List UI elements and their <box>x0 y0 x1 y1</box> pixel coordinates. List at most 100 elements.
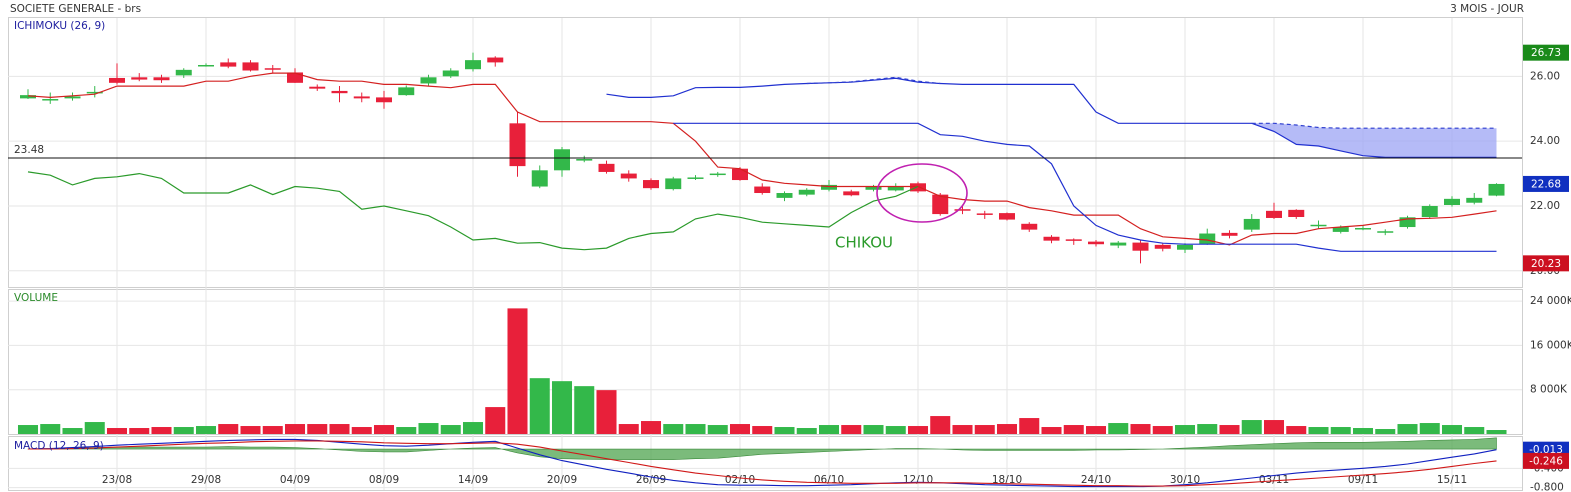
volume-bar <box>863 425 884 434</box>
candle-body <box>776 193 793 198</box>
volume-bar <box>952 425 973 434</box>
x-tick-label: 12/10 <box>903 474 933 486</box>
volume-bar <box>996 424 1018 434</box>
x-tick-label: 20/09 <box>547 474 577 486</box>
volume-panel <box>8 289 1523 435</box>
candle-body <box>531 170 548 187</box>
candle-body <box>398 87 415 96</box>
volume-bar <box>507 308 528 434</box>
annotation: CHIKOU <box>835 234 893 252</box>
candle-body <box>1065 239 1082 241</box>
volume-bar <box>307 424 328 434</box>
price-badge <box>1523 255 1569 272</box>
volume-bar <box>373 425 395 434</box>
volume-bar <box>974 425 995 434</box>
candle-body <box>1332 227 1349 232</box>
candle-body <box>1266 210 1282 218</box>
panel-title: MACD (12, 26, 9) <box>14 440 104 452</box>
volume-bar <box>1441 425 1463 434</box>
candle-body <box>754 186 771 194</box>
volume-bar <box>17 425 39 434</box>
volume-bar <box>418 423 439 434</box>
x-tick-label: 14/09 <box>458 474 488 486</box>
y-tick-label: 24 000K <box>1530 295 1571 307</box>
volume-bar <box>1352 428 1374 434</box>
volume-bar <box>173 427 194 434</box>
indicator-line <box>806 76 1497 129</box>
price-panel <box>8 17 1523 288</box>
volume-bar <box>930 416 951 434</box>
volume-bar <box>885 426 906 434</box>
candle-body <box>1132 242 1149 251</box>
price-badge <box>1523 452 1569 469</box>
candle-body <box>1466 197 1483 203</box>
macd-line <box>27 438 1497 488</box>
volume-bar <box>1085 426 1107 434</box>
x-tick-label: 15/11 <box>1437 474 1467 486</box>
indicator-line <box>27 171 919 251</box>
volume-bar <box>195 426 217 434</box>
volume-bar <box>907 426 929 434</box>
x-tick-label: 24/10 <box>1081 474 1111 486</box>
price-badge <box>1523 175 1569 192</box>
candle-body <box>732 168 748 181</box>
volume-bar <box>329 424 350 434</box>
candle-body <box>353 96 370 99</box>
panel-title: ICHIMOKU (26, 9) <box>14 20 105 32</box>
plot-layer: 23/08 29/08 04/09 08/09 14/09 20/09 26/09 02/10… <box>8 18 1571 492</box>
candle-body <box>131 77 148 80</box>
candle-body <box>264 68 281 70</box>
candle-body <box>1355 228 1371 230</box>
volume-bar <box>151 427 172 434</box>
candle-body <box>509 123 526 167</box>
volume-bar <box>396 427 417 434</box>
volume-bar <box>529 378 550 434</box>
candle-body <box>420 77 437 84</box>
x-tick-label: 09/11 <box>1348 474 1378 486</box>
candle-body <box>798 189 815 195</box>
price-badge-label: 26.73 <box>1531 47 1561 59</box>
candle-body <box>487 57 504 63</box>
y-tick-label: 26.00 <box>1530 70 1560 82</box>
candle-body <box>1088 241 1104 245</box>
x-tick-label: 02/10 <box>725 474 755 486</box>
candle-body <box>976 213 993 215</box>
candle-body <box>687 177 704 179</box>
volume-bar <box>262 426 283 434</box>
volume-bar <box>774 427 795 434</box>
candle-body <box>1199 233 1216 244</box>
x-tick-label: 23/08 <box>102 474 132 486</box>
candle-body <box>42 99 59 101</box>
candle-body <box>643 180 659 189</box>
volume-bar <box>841 425 862 434</box>
candle-body <box>442 70 459 77</box>
volume-bar <box>1397 424 1418 434</box>
volume-bar <box>618 424 639 434</box>
volume-bar <box>707 425 728 434</box>
candle-body <box>932 194 949 215</box>
volume-bar <box>129 428 150 434</box>
volume-bar <box>1241 420 1262 434</box>
candle-body <box>376 97 392 103</box>
candle-body <box>1377 231 1394 233</box>
volume-bar <box>106 428 128 434</box>
candle-body <box>1310 224 1327 227</box>
candle-body <box>665 178 682 190</box>
volume-bar <box>1019 418 1040 434</box>
candle-body <box>198 64 214 67</box>
macd-histogram <box>27 437 1497 460</box>
macd-panel <box>8 436 1523 491</box>
candle-body <box>620 173 637 179</box>
level-label: 23.48 <box>14 144 44 156</box>
volume-bar <box>1286 426 1307 434</box>
candle-body <box>1288 209 1305 217</box>
cloud <box>1251 123 1497 158</box>
volume-bar <box>218 424 239 434</box>
candle-body <box>153 77 170 81</box>
candle-body <box>175 69 192 76</box>
candle-body <box>465 60 481 70</box>
candle-body <box>1221 232 1238 236</box>
candle-body <box>887 186 904 191</box>
